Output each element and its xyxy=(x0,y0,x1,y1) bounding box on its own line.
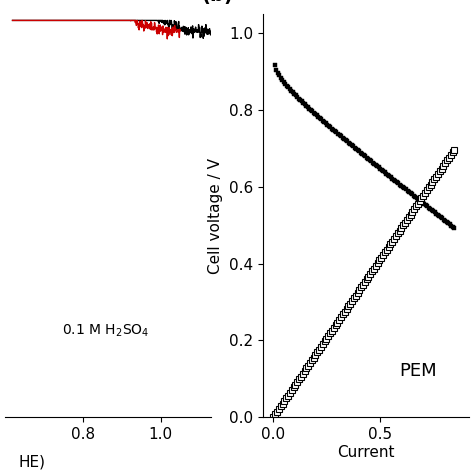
Text: 0.1 M H$_2$SO$_4$: 0.1 M H$_2$SO$_4$ xyxy=(62,322,150,338)
Text: $\mathbf{(b)}$: $\mathbf{(b)}$ xyxy=(201,0,234,6)
Y-axis label: Cell voltage / V: Cell voltage / V xyxy=(208,158,223,273)
X-axis label: Current: Current xyxy=(337,445,395,460)
Text: HE): HE) xyxy=(18,454,46,469)
Text: PEM: PEM xyxy=(400,362,437,380)
